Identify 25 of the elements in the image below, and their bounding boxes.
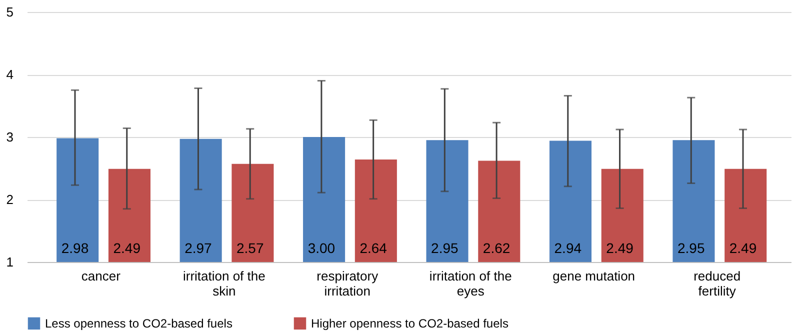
data-label: 3.00 (308, 240, 336, 256)
data-label: 2.64 (360, 240, 388, 256)
legend-label: Less openness to CO2-based fuels (45, 316, 232, 330)
y-tick-label: 5 (6, 4, 14, 20)
x-tick-label: reduced fertility (694, 268, 741, 298)
data-label: 2.62 (482, 240, 510, 256)
legend-label: Higher openness to CO2-based fuels (311, 316, 508, 330)
y-tick-label: 1 (6, 254, 14, 270)
x-tick-label: irritation of the skin (182, 268, 266, 298)
x-tick-label: respiratory irritation (316, 268, 379, 298)
x-tick-label: irritation of the eyes (429, 268, 512, 298)
data-label: 2.94 (554, 240, 582, 256)
x-tick-label: cancer (81, 268, 122, 284)
data-label: 2.49 (606, 240, 634, 256)
data-label: 2.95 (677, 240, 705, 256)
data-label: 2.49 (113, 240, 141, 256)
data-label: 2.97 (184, 240, 212, 256)
y-tick-label: 3 (6, 130, 14, 144)
data-label: 2.95 (431, 240, 459, 256)
x-tick-label: gene mutation (552, 268, 636, 284)
y-tick-label: 4 (6, 67, 14, 82)
data-label: 2.57 (236, 240, 264, 256)
data-label: 2.49 (729, 240, 757, 256)
data-label: 2.98 (61, 240, 89, 256)
y-tick-label: 2 (6, 192, 14, 207)
